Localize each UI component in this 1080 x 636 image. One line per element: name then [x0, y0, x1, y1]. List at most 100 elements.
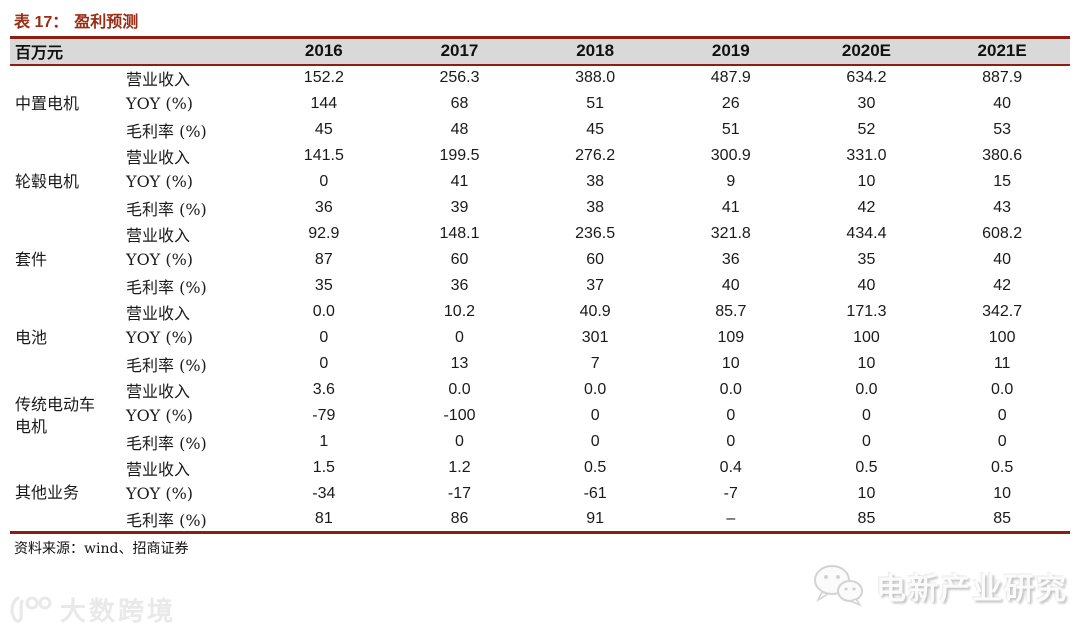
table-row: 电池 营业收入 0.0 10.2 40.9 85.7 171.3 342.7: [10, 299, 1070, 347]
value-cell: 85: [993, 509, 1012, 527]
table-row: 毛利率 (%) 35 36 37 40 40 42: [10, 273, 1070, 299]
value-cell: 100: [988, 328, 1016, 346]
value-cell: 35: [314, 276, 333, 294]
value-cell: 40: [993, 94, 1012, 112]
value-cell: 87: [314, 250, 333, 268]
value-cell: 1.2: [448, 458, 471, 476]
value-cell: 91: [586, 509, 605, 527]
value-cell: 634.2: [846, 69, 887, 86]
value-cell: 11: [993, 354, 1011, 372]
value-cell: 36: [721, 250, 740, 268]
value-cell: 321.8: [710, 224, 751, 242]
value-cell: 331.0: [846, 146, 887, 164]
value-cell: 0.0: [991, 380, 1014, 398]
value-cell: 10: [857, 484, 876, 502]
value-cell: 39: [450, 198, 469, 216]
value-cell: 45: [314, 120, 333, 138]
group-label-cell: 其他业务: [15, 482, 80, 502]
value-cell: 0.5: [991, 458, 1014, 476]
value-cell: 148.1: [439, 224, 480, 242]
metric-label-cell: 毛利率 (%): [126, 510, 207, 530]
metric-label-cell: 营业收入: [126, 381, 191, 401]
value-cell: –: [726, 509, 736, 527]
metric-label-cell: 毛利率 (%): [126, 433, 207, 453]
watermark-bottom-right: 电新产业研究: [812, 564, 1068, 608]
value-cell: 60: [450, 250, 469, 268]
group-label-cell: 套件: [15, 249, 48, 269]
profit-forecast-table: 百万元 2016 2017 2018 2019 2020E 2021E 中置电机 营业收入 1…: [10, 36, 1070, 534]
year-header-cell: 2017: [391, 37, 528, 66]
value-cell: 0: [726, 432, 736, 450]
table-row: YOY (%) -34 -17 -61 -7 10 10: [10, 481, 1070, 507]
value-cell: -61: [583, 484, 607, 502]
value-cell: 40.9: [579, 302, 611, 320]
watermark-bottom-left: 大数跨境: [8, 591, 176, 628]
value-cell: -100: [443, 406, 476, 424]
watermark-left-label: 大数跨境: [60, 596, 177, 626]
table-row: 套件 营业收入 92.9 148.1 236.5 321.8 434.4 608.2: [10, 221, 1070, 269]
source-note: 资料来源：wind、招商证券: [14, 541, 189, 557]
header-row: 百万元 2016 2017 2018 2019 2020E 2021E: [10, 37, 1070, 66]
value-cell: 85: [857, 509, 876, 527]
value-cell: 51: [586, 94, 605, 112]
metric-label-cell: 毛利率 (%): [126, 355, 207, 375]
metric-label-cell: YOY (%): [126, 250, 194, 269]
metric-label-cell: YOY (%): [126, 328, 194, 347]
value-cell: 9: [726, 172, 736, 190]
value-cell: 30: [857, 94, 876, 112]
wechat-icon: [814, 565, 863, 607]
value-cell: 40: [993, 250, 1012, 268]
value-cell: 0: [862, 406, 871, 424]
value-cell: 141.5: [303, 146, 344, 164]
value-cell: 41: [450, 172, 469, 190]
dashu-logo-icon: [10, 595, 52, 623]
value-cell: 3.6: [312, 380, 335, 398]
group-label-cell: 轮毂电机: [15, 171, 80, 191]
metric-label-cell: YOY (%): [126, 484, 194, 503]
value-cell: -7: [723, 484, 738, 502]
value-cell: -34: [312, 484, 336, 502]
value-cell: 26: [721, 94, 740, 112]
value-cell: 10.2: [443, 302, 476, 320]
table-row: 中置电机 营业收入 152.2 256.3 388.0 487.9 634.2 887.9: [10, 65, 1070, 113]
value-cell: 86: [450, 509, 469, 527]
empty-header-cell: [108, 37, 256, 66]
value-cell: 0.5: [855, 458, 878, 476]
metric-label-cell: 营业收入: [126, 70, 191, 89]
value-cell: 41: [721, 198, 740, 216]
value-cell: 199.5: [439, 146, 480, 164]
table-row: 毛利率 (%) 81 86 91 – 85 85: [10, 507, 1070, 533]
metric-label-cell: 营业收入: [126, 225, 191, 245]
value-cell: 42: [993, 276, 1012, 294]
value-cell: 388.0: [575, 69, 616, 86]
value-cell: 35: [857, 250, 876, 268]
metric-label-cell: 营业收入: [126, 147, 191, 167]
value-cell: 51: [721, 120, 740, 138]
value-cell: 0: [997, 432, 1007, 450]
value-cell: 37: [586, 276, 605, 294]
value-cell: 43: [993, 198, 1012, 216]
value-cell: 0: [319, 172, 329, 190]
value-cell: 15: [993, 172, 1012, 190]
value-cell: 276.2: [575, 146, 616, 164]
value-cell: 487.9: [710, 69, 751, 86]
value-cell: 0: [997, 406, 1007, 424]
table-row: 毛利率 (%) 1 0 0 0 0 0: [10, 429, 1070, 455]
value-cell: 10: [857, 172, 876, 190]
value-cell: 81: [314, 509, 333, 527]
value-cell: 0: [726, 406, 736, 424]
value-cell: 0.4: [719, 458, 742, 476]
value-cell: 0: [455, 432, 464, 450]
group-label-cell: 传统电动车电机: [15, 394, 96, 436]
value-cell: 85.7: [715, 302, 747, 320]
table-row: YOY (%) -79 -100 0 0 0 0: [10, 403, 1070, 429]
value-cell: 60: [586, 250, 605, 268]
group-label-cell: 电池: [15, 327, 48, 347]
value-cell: 7: [590, 354, 600, 372]
table-row: 传统电动车电机 营业收入 3.6 0.0 0.0 0.0 0.0 0.0: [10, 377, 1070, 436]
value-cell: 0: [590, 432, 600, 450]
value-cell: 36: [450, 276, 469, 294]
value-cell: -17: [447, 484, 472, 502]
metric-label-cell: 营业收入: [126, 303, 191, 323]
value-cell: 36: [314, 198, 333, 216]
